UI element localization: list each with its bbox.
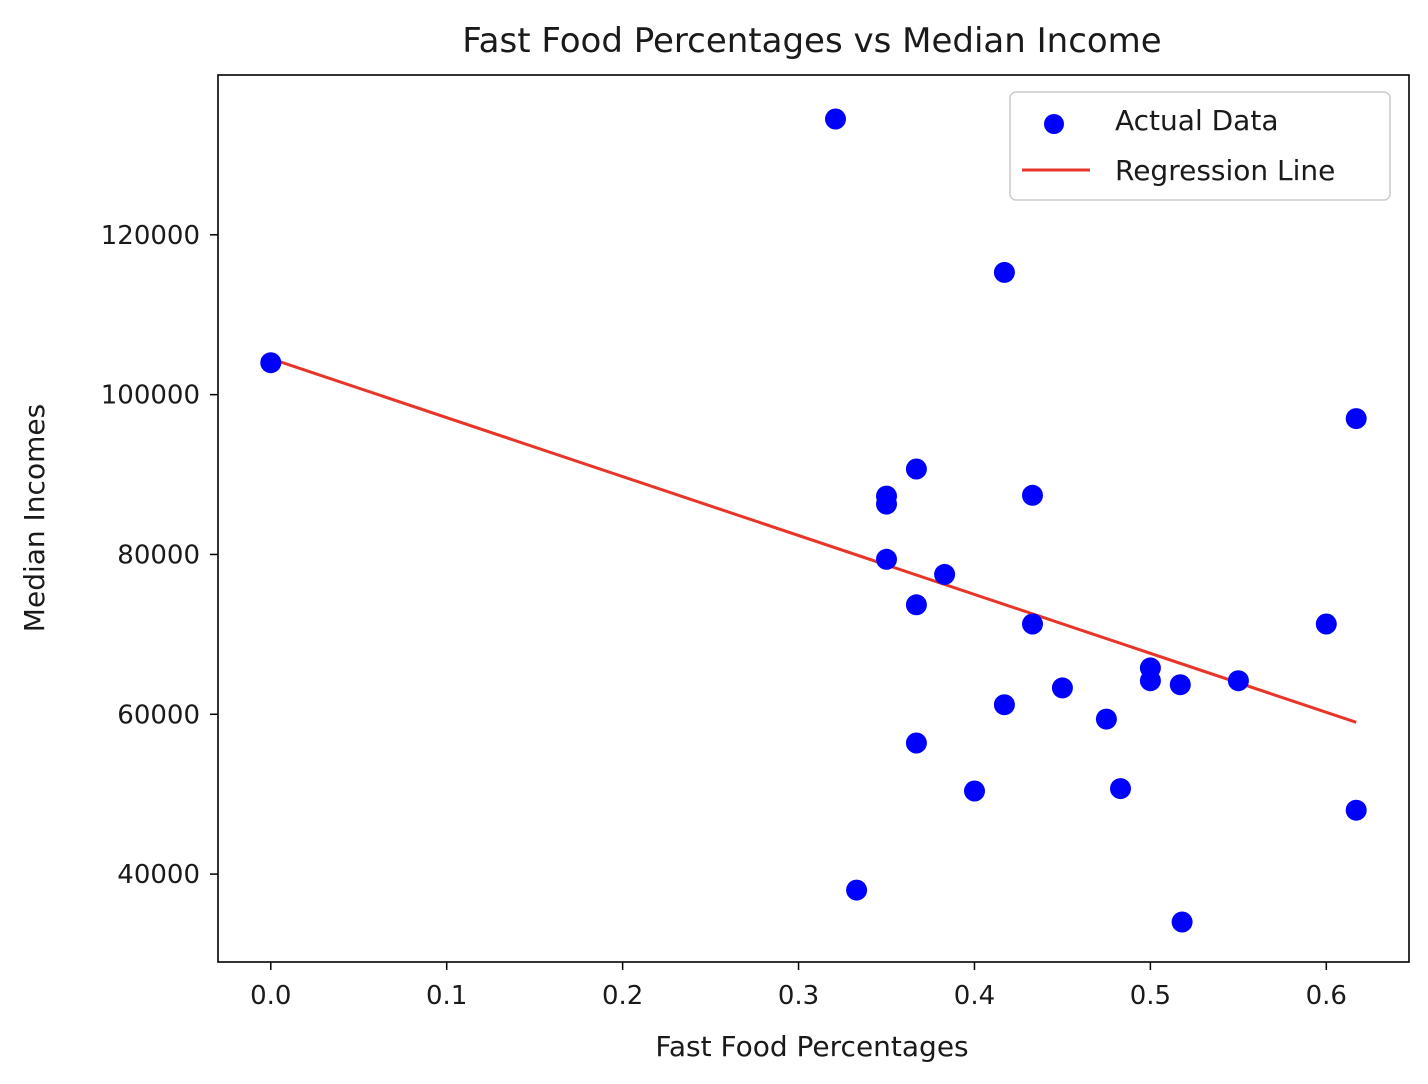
- data-point: [876, 548, 897, 570]
- data-point: [825, 108, 846, 130]
- data-point: [846, 879, 868, 901]
- legend-marker-actual-data: [1044, 114, 1064, 134]
- y-axis-label: Median Incomes: [18, 404, 51, 632]
- legend-label-regression-line: Regression Line: [1115, 154, 1335, 187]
- legend-box: [1009, 91, 1391, 201]
- data-point: [905, 458, 927, 480]
- data-point: [993, 694, 1015, 716]
- x-axis-ticks: 0.0 0.1 0.2 0.3 0.4 0.5 0.6: [250, 962, 1347, 1011]
- legend: Actual Data Regression Line: [1009, 91, 1391, 201]
- x-tick-label: 0.5: [1130, 981, 1171, 1011]
- data-points: [260, 108, 1367, 933]
- data-point: [1051, 677, 1073, 699]
- data-point: [1345, 408, 1367, 430]
- data-point: [993, 261, 1015, 283]
- plot-frame: [217, 74, 1410, 963]
- y-tick-label: 40000: [117, 860, 200, 890]
- data-point: [1022, 484, 1043, 506]
- legend-label-actual-data: Actual Data: [1115, 104, 1278, 137]
- x-tick-label: 0.3: [778, 981, 819, 1011]
- data-point: [876, 493, 897, 515]
- x-tick-label: 0.4: [954, 981, 995, 1011]
- data-point: [964, 780, 985, 802]
- x-tick-label: 0.1: [426, 981, 467, 1011]
- y-tick-label: 100000: [101, 381, 200, 411]
- data-point: [1345, 799, 1367, 821]
- chart-title: Fast Food Percentages vs Median Income: [462, 21, 1161, 61]
- data-point: [1022, 613, 1043, 635]
- y-tick-label: 120000: [101, 221, 200, 251]
- data-point: [1169, 674, 1191, 696]
- data-point: [934, 563, 956, 585]
- data-point: [905, 594, 927, 616]
- y-tick-label: 60000: [117, 700, 200, 730]
- x-tick-label: 0.0: [250, 981, 291, 1011]
- x-axis-label: Fast Food Percentages: [655, 1030, 968, 1063]
- regression-line: [270, 357, 1357, 724]
- x-tick-label: 0.2: [602, 981, 643, 1011]
- data-point: [1110, 778, 1131, 800]
- data-point: [1227, 670, 1249, 692]
- y-axis-ticks: 40000 60000 80000 100000 120000: [101, 221, 218, 890]
- data-point: [1139, 670, 1161, 692]
- data-point: [260, 352, 282, 374]
- data-point: [1171, 911, 1193, 933]
- regression-layer: [270, 357, 1357, 724]
- y-tick-label: 80000: [117, 540, 200, 570]
- data-point: [905, 732, 927, 754]
- data-point: [1095, 708, 1117, 730]
- data-point: [1315, 613, 1337, 635]
- x-tick-label: 0.6: [1306, 981, 1347, 1011]
